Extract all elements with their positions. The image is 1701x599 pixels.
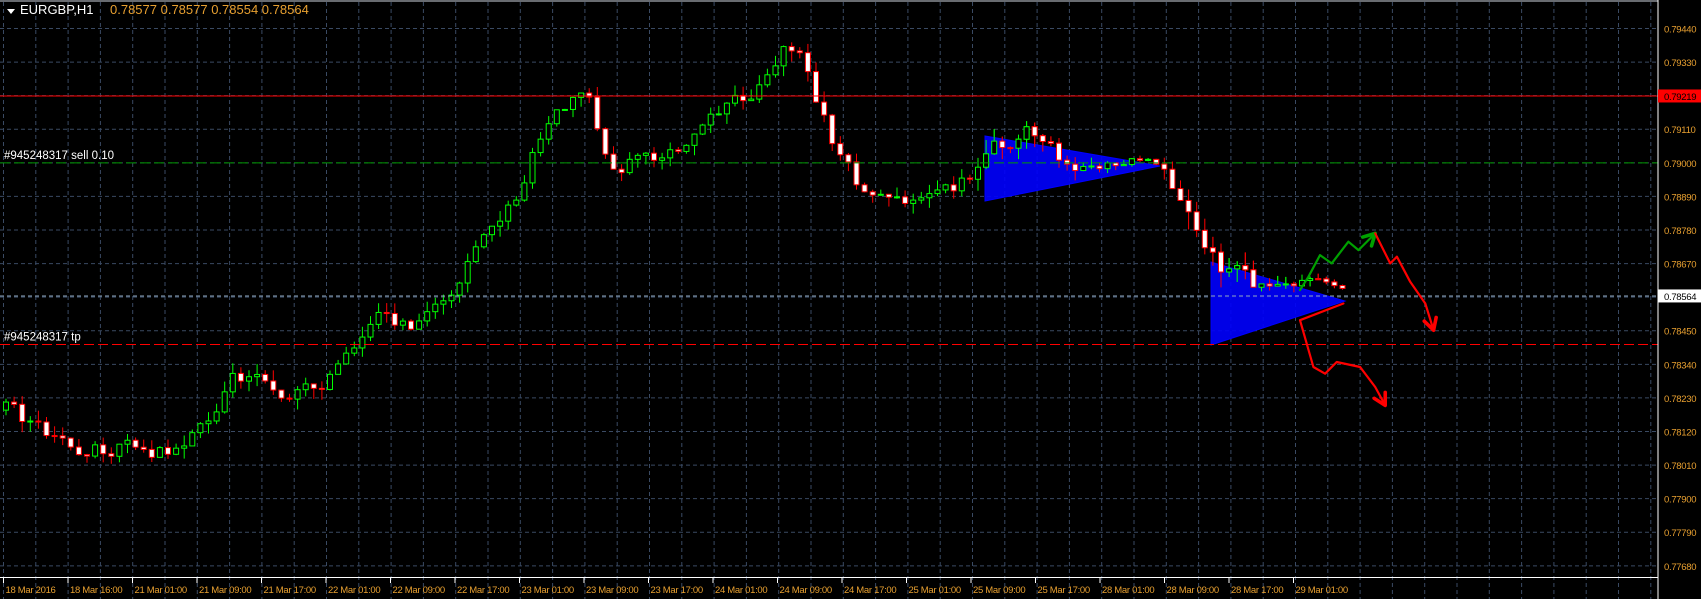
svg-text:24 Mar 09:00: 24 Mar 09:00 [780,585,832,596]
svg-text:28 Mar 17:00: 28 Mar 17:00 [1231,585,1283,596]
svg-text:22 Mar 01:00: 22 Mar 01:00 [328,585,380,596]
svg-text:0.77900: 0.77900 [1664,495,1696,506]
svg-text:0.78670: 0.78670 [1664,260,1696,271]
svg-text:0.78120: 0.78120 [1664,427,1696,438]
svg-text:23 Mar 17:00: 23 Mar 17:00 [651,585,703,596]
svg-text:0.79000: 0.79000 [1664,159,1696,170]
svg-text:23 Mar 09:00: 23 Mar 09:00 [586,585,638,596]
svg-text:24 Mar 01:00: 24 Mar 01:00 [715,585,767,596]
svg-text:25 Mar 01:00: 25 Mar 01:00 [909,585,961,596]
svg-text:EURGBP,H1: EURGBP,H1 [20,2,93,17]
svg-text:18 Mar 16:00: 18 Mar 16:00 [70,585,122,596]
svg-text:0.79110: 0.79110 [1664,125,1696,136]
svg-text:0.78780: 0.78780 [1664,226,1696,237]
svg-text:21 Mar 17:00: 21 Mar 17:00 [264,585,316,596]
svg-text:18 Mar 2016: 18 Mar 2016 [6,585,56,596]
svg-text:0.78890: 0.78890 [1664,192,1696,203]
svg-text:0.79440: 0.79440 [1664,25,1696,36]
svg-text:0.78450: 0.78450 [1664,327,1696,338]
svg-text:0.78577 0.78577 0.78554 0.7856: 0.78577 0.78577 0.78554 0.78564 [110,2,309,17]
svg-text:0.78564: 0.78564 [1664,292,1696,303]
svg-text:0.78230: 0.78230 [1664,394,1696,405]
svg-text:25 Mar 09:00: 25 Mar 09:00 [973,585,1025,596]
svg-text:#945248317 tp: #945248317 tp [4,331,81,343]
svg-text:21 Mar 09:00: 21 Mar 09:00 [199,585,251,596]
svg-text:28 Mar 01:00: 28 Mar 01:00 [1102,585,1154,596]
svg-text:0.79330: 0.79330 [1664,58,1696,69]
svg-text:21 Mar 01:00: 21 Mar 01:00 [135,585,187,596]
svg-text:0.77790: 0.77790 [1664,528,1696,539]
svg-text:0.78340: 0.78340 [1664,360,1696,371]
svg-text:0.77680: 0.77680 [1664,562,1696,573]
svg-text:0.79219: 0.79219 [1664,92,1696,103]
svg-text:23 Mar 01:00: 23 Mar 01:00 [522,585,574,596]
svg-text:24 Mar 17:00: 24 Mar 17:00 [844,585,896,596]
svg-text:29 Mar 01:00: 29 Mar 01:00 [1296,585,1348,596]
svg-text:#945248317 sell 0.10: #945248317 sell 0.10 [4,150,114,162]
svg-text:25 Mar 17:00: 25 Mar 17:00 [1038,585,1090,596]
svg-text:0.78010: 0.78010 [1664,461,1696,472]
svg-text:22 Mar 09:00: 22 Mar 09:00 [393,585,445,596]
svg-text:28 Mar 09:00: 28 Mar 09:00 [1167,585,1219,596]
svg-text:22 Mar 17:00: 22 Mar 17:00 [457,585,509,596]
